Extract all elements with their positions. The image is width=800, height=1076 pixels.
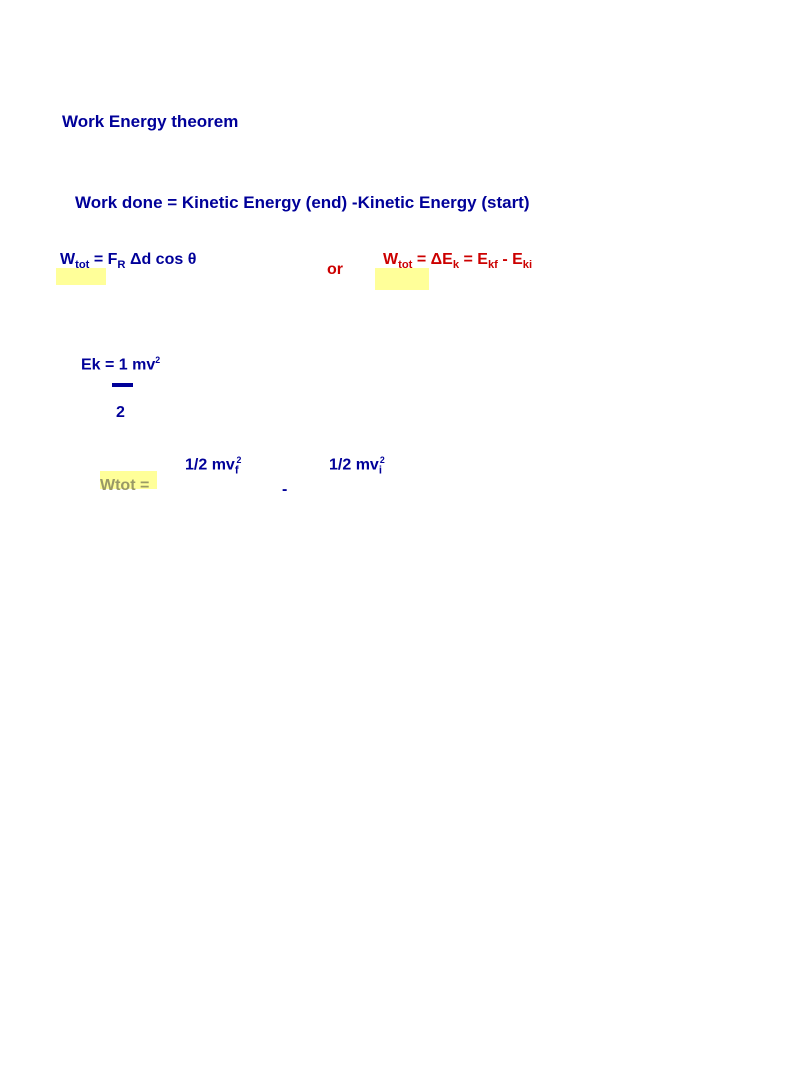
page-title: Work Energy theorem	[62, 112, 238, 132]
formula-work-energy: Wtot = ΔEk = Ekf - Eki	[383, 251, 532, 271]
tot2-sub: tot	[398, 259, 412, 271]
minus-eki: - E	[498, 251, 523, 268]
i-sub: i	[379, 465, 382, 477]
highlight-2	[375, 268, 429, 290]
tot-sub: tot	[75, 259, 89, 271]
f-exp: 2	[237, 455, 242, 465]
eq-de: = ΔE	[412, 251, 452, 268]
w-symbol: W	[60, 251, 75, 268]
formula-work-force: Wtot = FR Δd cos θ	[60, 251, 196, 271]
f-sub: f	[235, 465, 239, 477]
kf-sub: kf	[488, 259, 498, 271]
i-exp: 2	[380, 455, 385, 465]
rest-formula1: Δd cos θ	[126, 251, 197, 268]
minus-sign: -	[282, 481, 287, 499]
kinetic-energy-formula: Ek = 1 mv2	[81, 355, 160, 374]
w2-symbol: W	[383, 251, 398, 268]
theorem-statement: Work done = Kinetic Energy (end) -Kineti…	[75, 193, 530, 213]
half-mvi-base: 1/2 mv	[329, 456, 379, 473]
ek-exp: 2	[155, 355, 160, 365]
denominator: 2	[116, 404, 125, 422]
half-mvf-base: 1/2 mv	[185, 456, 235, 473]
or-label: or	[327, 261, 343, 279]
half-mvf-squared: 1/2 mvf2	[185, 455, 241, 477]
ki-sub: ki	[523, 259, 532, 271]
r-sub: R	[117, 259, 125, 271]
ek-lhs: Ek = 1 mv	[81, 356, 155, 373]
eq-ekf: = E	[459, 251, 488, 268]
eq-f: = F	[89, 251, 117, 268]
wtot-label: Wtot =	[100, 477, 149, 495]
fraction-bar	[112, 383, 133, 387]
half-mvi-squared: 1/2 mvi2	[329, 455, 385, 477]
